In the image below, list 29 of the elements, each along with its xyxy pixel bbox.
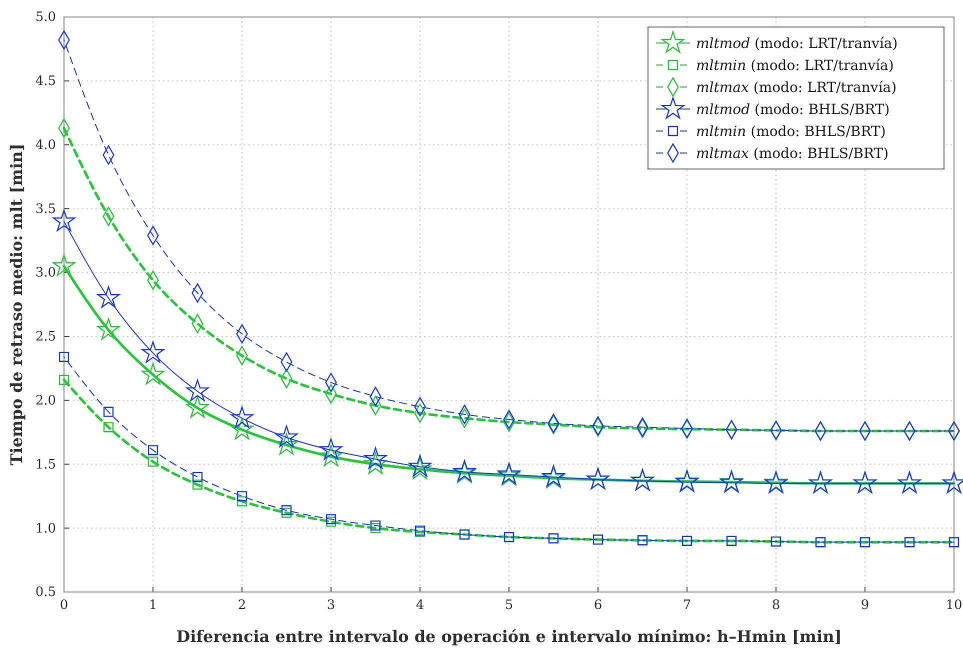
x-tick-label: 6 (594, 598, 602, 614)
x-tick-label: 4 (416, 598, 424, 614)
x-tick-label: 9 (860, 598, 870, 614)
x-tick-label: 0 (60, 598, 68, 614)
x-tick-label: 2 (238, 598, 246, 614)
y-tick-label: 3.5 (35, 202, 56, 217)
y-tick-label: 1.0 (35, 521, 56, 536)
y-tick-label: 1.5 (35, 457, 56, 472)
legend-label: mltmin (modo: LRT/tranvía) (696, 58, 894, 74)
x-tick-label: 7 (682, 598, 692, 614)
legend-label: mltmin (modo: BHLS/BRT) (696, 124, 886, 140)
x-tick-label: 1 (148, 598, 158, 614)
y-tick-label: 4.0 (35, 138, 56, 153)
x-tick-label: 5 (504, 598, 514, 614)
legend-label: mltmod (modo: BHLS/BRT) (696, 102, 890, 118)
y-tick-label: 3.0 (35, 266, 56, 281)
x-axis-title: Diferencia entre intervalo de operación e intervalo mínimo: h–Hmin [min] (176, 627, 842, 646)
y-axis-title: Tiempo de retraso medio: mlt [min] (7, 144, 26, 466)
y-tick-label: 0.5 (35, 585, 56, 600)
legend-label: mltmax (modo: LRT/tranvía) (696, 80, 897, 96)
x-tick-label: 3 (326, 598, 336, 614)
y-tick-label: 4.5 (35, 74, 56, 90)
legend-label: mltmax (modo: BHLS/BRT) (696, 146, 889, 162)
x-tick-label: 10 (946, 598, 962, 614)
y-tick-label: 2.5 (35, 330, 56, 345)
legend-label: mltmod (modo: LRT/tranvía) (696, 36, 898, 52)
y-tick-label: 2.0 (35, 393, 56, 408)
y-tick-label: 5.0 (35, 10, 56, 26)
x-tick-label: 8 (772, 598, 780, 614)
